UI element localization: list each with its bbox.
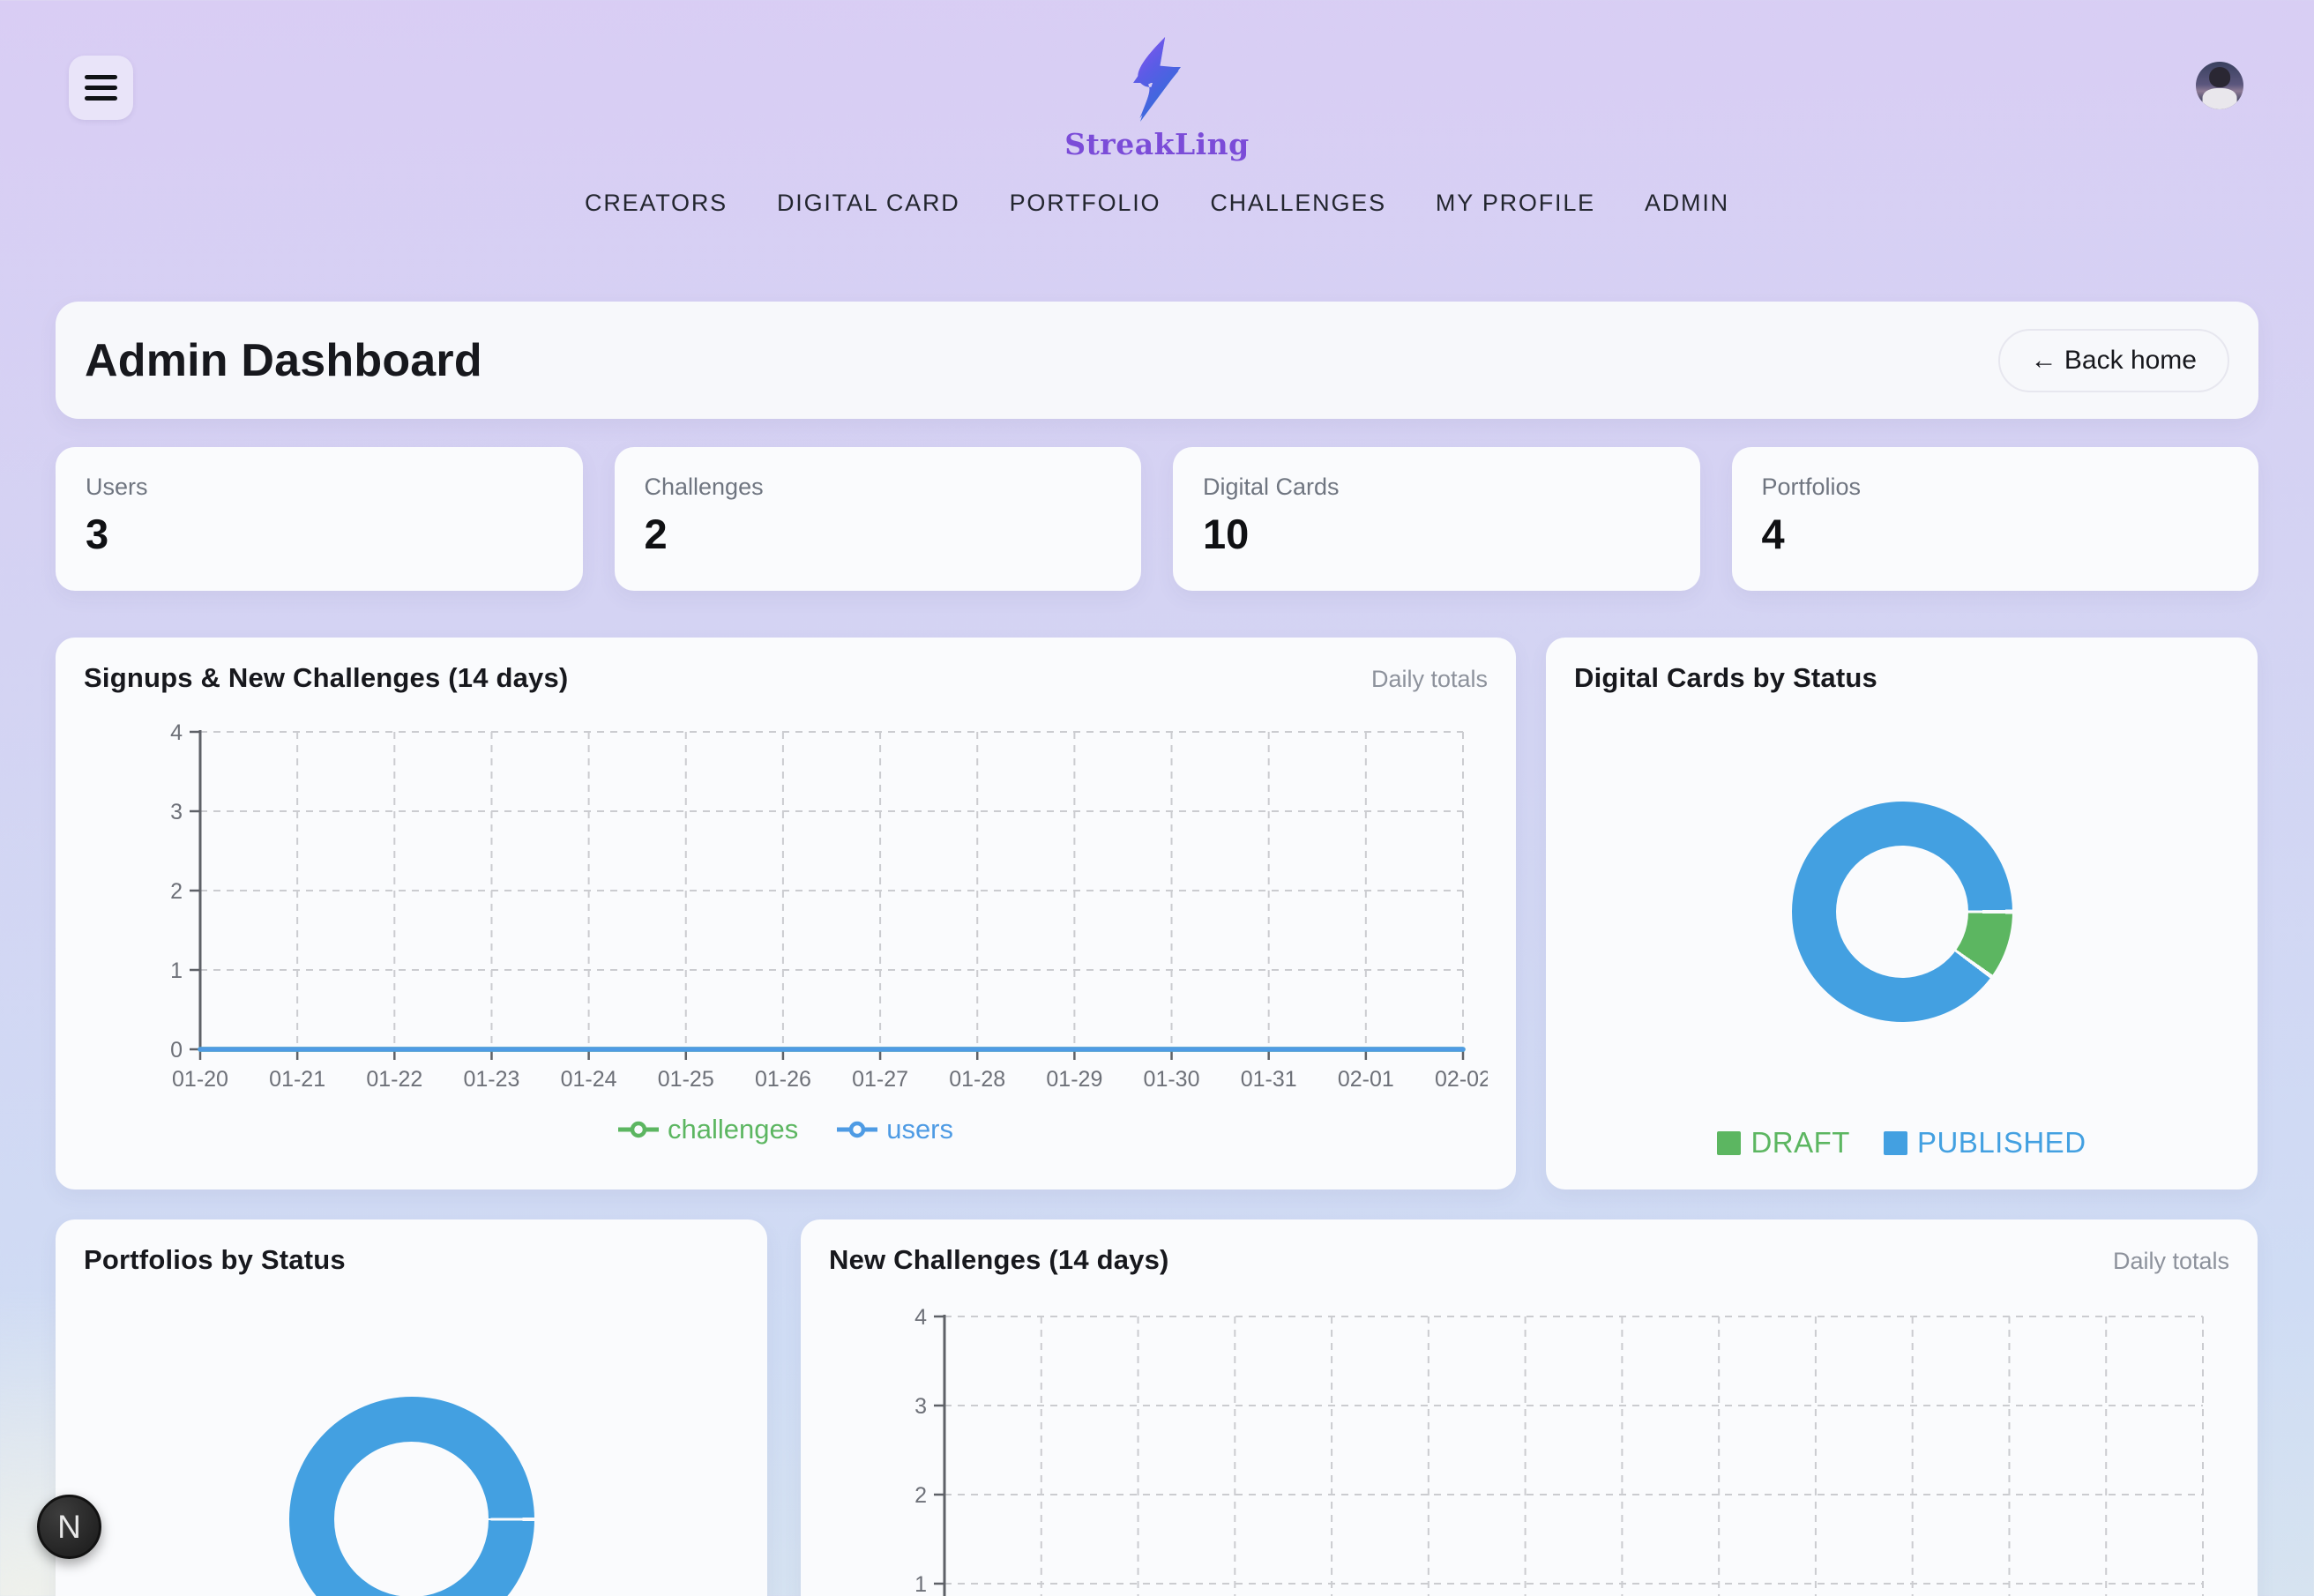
page-title: Admin Dashboard [85, 334, 482, 386]
legend-label: DRAFT [1750, 1126, 1850, 1159]
svg-text:2: 2 [914, 1483, 927, 1508]
svg-text:01-27: 01-27 [852, 1067, 908, 1092]
stat-value: 2 [644, 511, 668, 557]
new-challenges-chart-card: New Challenges (14 days) Daily totals 1 2… [801, 1219, 2258, 1596]
legend-swatch-icon [1717, 1130, 1742, 1155]
hamburger-icon [85, 75, 117, 79]
svg-text:01-23: 01-23 [463, 1067, 519, 1092]
svg-text:01-31: 01-31 [1241, 1067, 1297, 1092]
nav-item-admin[interactable]: ADMIN [1644, 189, 1729, 216]
nav-item-my-profile[interactable]: MY PROFILE [1435, 189, 1595, 216]
stat-label: Digital Cards [1203, 474, 1340, 500]
avatar-photo [2209, 66, 2230, 87]
pie-legend-item-draft[interactable]: DRAFT [1717, 1126, 1850, 1160]
svg-text:1: 1 [914, 1572, 927, 1596]
svg-text:01-20: 01-20 [172, 1067, 228, 1092]
legend-label: users [886, 1114, 954, 1145]
legend-swatch-icon [1883, 1130, 1907, 1155]
svg-text:2: 2 [170, 879, 183, 904]
nav-item-creators[interactable]: CREATORS [585, 189, 728, 216]
new-challenges-chart-title: New Challenges (14 days) [829, 1244, 1169, 1275]
stat-value: 10 [1203, 511, 1250, 557]
legend-item-users[interactable]: users [837, 1114, 953, 1145]
brand-logo-bolt-icon [1133, 37, 1181, 122]
signups-line-chart: 0 1 2 3 4 01-20 01-21 01-22 01-23 01-24 01-25 01-26… [170, 720, 1488, 1092]
svg-text:0: 0 [170, 1038, 183, 1063]
stat-label: Portfolios [1761, 474, 1862, 500]
portfolios-chart-card: Portfolios by Status [56, 1219, 767, 1596]
svg-text:01-24: 01-24 [561, 1067, 617, 1092]
svg-text:01-29: 01-29 [1046, 1067, 1102, 1092]
portfolios-chart-title: Portfolios by Status [84, 1244, 346, 1275]
charts-row-2: Portfolios by Status New Challenges (14 … [56, 1219, 2258, 1596]
signups-chart-subtitle: Daily totals [1370, 666, 1488, 692]
user-avatar[interactable] [2196, 62, 2243, 109]
legend-label: PUBLISHED [1916, 1126, 2086, 1159]
svg-text:02-01: 02-01 [1338, 1067, 1394, 1092]
digital-cards-chart-card: Digital Cards by Status DRAFT PUBLISHED [1546, 638, 2258, 1190]
nav-item-portfolio[interactable]: PORTFOLIO [1009, 189, 1161, 216]
svg-text:4: 4 [914, 1305, 927, 1330]
legend-label: challenges [667, 1114, 799, 1145]
brand-name: StreakLing [1064, 127, 1250, 161]
svg-text:02-02: 02-02 [1435, 1067, 1488, 1092]
main-content: Admin Dashboard ← Back home Users 3 Challe… [56, 302, 2258, 1596]
svg-text:4: 4 [170, 720, 183, 745]
devtools-badge-letter: N [57, 1508, 81, 1545]
nav-item-challenges[interactable]: CHALLENGES [1210, 189, 1386, 216]
stat-card-challenges: Challenges 2 [614, 447, 1141, 591]
svg-text:01-22: 01-22 [366, 1067, 422, 1092]
back-home-button[interactable]: ← Back home [1997, 328, 2229, 392]
svg-text:1: 1 [170, 958, 183, 983]
svg-text:01-26: 01-26 [755, 1067, 811, 1092]
svg-text:01-30: 01-30 [1144, 1067, 1200, 1092]
top-header: StreakLing CREATORS DIGITAL CARD PORTFOLIO… [0, 0, 2314, 221]
signups-chart-card: Signups & New Challenges (14 days) Daily… [56, 638, 1516, 1190]
nextjs-devtools-badge[interactable]: N [37, 1495, 101, 1559]
stat-card-portfolios: Portfolios 4 [1731, 447, 2258, 591]
svg-text:3: 3 [914, 1394, 927, 1419]
charts-row-1: Signups & New Challenges (14 days) Daily… [56, 638, 2258, 1190]
hamburger-icon [85, 86, 117, 90]
pie-legend-item-published[interactable]: PUBLISHED [1883, 1126, 2086, 1160]
digital-cards-donut [1791, 802, 2012, 1022]
stat-value: 3 [86, 511, 109, 557]
svg-text:01-28: 01-28 [949, 1067, 1005, 1092]
stat-card-users: Users 3 [56, 447, 583, 591]
stat-label: Challenges [644, 474, 764, 500]
nav-item-digital-card[interactable]: DIGITAL CARD [776, 189, 960, 216]
signups-chart-title: Signups & New Challenges (14 days) [84, 662, 569, 693]
stat-card-digital-cards: Digital Cards 10 [1173, 447, 1700, 591]
line-series-marker-icon [617, 1121, 659, 1138]
digital-cards-chart-title: Digital Cards by Status [1574, 662, 1877, 693]
svg-text:01-21: 01-21 [269, 1067, 325, 1092]
svg-text:3: 3 [170, 800, 183, 824]
brand[interactable]: StreakLing [0, 37, 2314, 161]
main-nav: CREATORS DIGITAL CARD PORTFOLIO CHALLENGES M… [0, 184, 2314, 221]
stat-value: 4 [1761, 511, 1785, 557]
menu-button[interactable] [69, 56, 133, 120]
portfolios-donut [288, 1397, 534, 1596]
legend-item-challenges[interactable]: challenges [617, 1114, 799, 1145]
line-series-marker-icon [837, 1121, 878, 1138]
page-header-card: Admin Dashboard ← Back home [56, 302, 2258, 419]
stats-grid: Users 3 Challenges 2 Digital Cards 10 Portfoli… [56, 447, 2258, 591]
digital-cards-legend: DRAFT PUBLISHED [1574, 1126, 2229, 1160]
stat-label: Users [86, 474, 148, 500]
svg-text:01-25: 01-25 [658, 1067, 714, 1092]
new-challenges-line-chart: 1 2 3 4 [914, 1305, 2204, 1596]
new-challenges-chart-subtitle: Daily totals [2112, 1248, 2229, 1274]
hamburger-icon [85, 96, 117, 101]
signups-chart-legend: challenges users [84, 1114, 1488, 1145]
